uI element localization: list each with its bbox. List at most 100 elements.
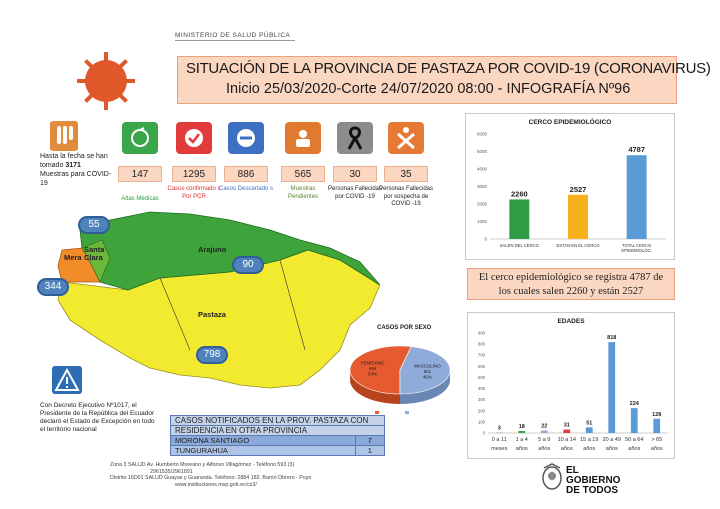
x-tick-label: años — [583, 446, 595, 452]
map-region-santa-clara — [81, 239, 111, 283]
title-banner — [177, 56, 677, 104]
x-tick-label: ESTAN EN EL CERCO — [556, 243, 600, 248]
gov-logo-text: EL GOBIERNO DE TODOS — [566, 466, 620, 496]
sample-icon — [285, 122, 321, 154]
pie-slice-value: 601 — [424, 369, 432, 374]
data-label: 2260 — [511, 189, 528, 198]
y-tick-label: 300 — [478, 397, 486, 402]
cerco-bar-chart: 0 1000 2000 3000 4000 5000 6000 2260 SALEN DEL C… — [477, 132, 666, 253]
y-tick-label: 0 — [483, 431, 486, 436]
data-label: 3 — [498, 426, 501, 432]
bar — [563, 429, 571, 433]
legend-swatch — [375, 411, 379, 414]
map-label-santa-clara: Santa Clara — [84, 245, 105, 262]
y-tick-label: 6000 — [477, 132, 488, 137]
y-tick-label: 200 — [478, 408, 486, 413]
gov-logo-line: DE TODOS — [566, 485, 619, 496]
bar — [608, 342, 616, 433]
x-tick-label: años — [628, 446, 640, 452]
person-x-icon — [388, 122, 424, 154]
pie-slice-name: MASCULINO — [414, 363, 441, 368]
bar — [568, 194, 588, 239]
x-tick-label: 10 a 14 — [558, 437, 576, 443]
map-region-north — [79, 211, 380, 291]
y-tick-label: 3000 — [477, 184, 488, 189]
cerco-summary-box: El cerco epidemiológico se registra 4787… — [467, 268, 675, 300]
cerco-summary-line: El cerco epidemiológico se registra 4787… — [478, 272, 664, 283]
bar — [626, 155, 647, 239]
page-title: SITUACIÓN DE LA PROVINCIA DE PASTAZA POR… — [186, 60, 711, 77]
y-tick-label: 600 — [478, 364, 486, 369]
samples-note: Hasta la fecha se han tomado 3171 Muestr… — [40, 152, 120, 188]
data-label: 818 — [607, 335, 616, 341]
pie-slice-side — [400, 370, 450, 404]
table-header-line2: RESIDENCIA EN OTRA PROVINCIA — [170, 425, 385, 436]
ministry-underline — [175, 40, 295, 41]
recovery-icon — [122, 122, 158, 154]
pie-slice-name: FEMENINO — [361, 361, 385, 366]
cerco-summary-line: los cuales salen 2260 y están 2527 — [498, 286, 644, 297]
indicator-label: Personas Fallecidas por sospecha de COVI… — [378, 186, 434, 207]
bar — [653, 418, 661, 433]
gov-logo-line: GOBIERNO — [566, 475, 621, 486]
ecuador-coat-of-arms-icon — [542, 463, 562, 490]
samples-note-prefix: Hasta la fecha se han tomado — [40, 153, 108, 169]
y-tick-label: 4000 — [477, 167, 488, 172]
footer-line: 2961535/2961891 — [150, 468, 193, 475]
indicator-label: Casos confirmado s Por PCR — [167, 186, 221, 200]
cerco-chart-panel: CERCO EPIDEMIOLÓGICO 0 1000 2000 3000 4000 50… — [465, 113, 675, 260]
gov-logo-line: EL — [566, 465, 579, 476]
pie-slice-value: 694 — [369, 366, 377, 371]
x-tick-label: 20 a 49 — [603, 437, 621, 443]
ages-chart-panel: EDADES 0 100 200 300 400 500 600 700 800 900 3 0 a … — [467, 312, 675, 459]
indicator-label: Personas Fallecidas por COVID -19 — [327, 186, 383, 200]
indicator-value: 565 — [281, 166, 325, 182]
footer-link[interactable]: www.instituciones.msp.gob.ec/cz3/ — [175, 481, 257, 488]
indicator-label: Altas Médicas — [121, 196, 159, 202]
test-tubes-icon — [50, 121, 78, 151]
map-label-pastaza: Pastaza — [198, 310, 226, 319]
coronavirus-icon — [77, 52, 135, 110]
indicator-value: 1295 — [172, 166, 216, 182]
count-cell: 1 — [354, 445, 386, 456]
indicator-label: Casos Descartado s — [218, 186, 274, 192]
x-tick-label: años — [651, 446, 663, 452]
data-label: 128 — [652, 412, 661, 418]
map-label-arajuno: Arajuno — [198, 245, 227, 254]
x-tick-label: 5 a 9 — [538, 437, 550, 443]
decree-text: Con Decreto Ejecutivo Nº1017, el Preside… — [40, 402, 155, 433]
pie-slice-side — [350, 371, 400, 404]
legend-swatch — [405, 411, 409, 414]
bar — [585, 427, 593, 433]
map-bubble-mera: 344 — [37, 278, 69, 296]
bar — [518, 431, 526, 433]
ministry-name: MINISTERIO DE SALUD PÚBLICA — [175, 32, 291, 39]
data-label: 18 — [519, 424, 525, 430]
x-tick-label: TOTAL CERCO — [622, 243, 652, 248]
data-label: 22 — [541, 424, 547, 430]
x-tick-label: 50 a 64 — [625, 437, 643, 443]
bar — [630, 408, 638, 433]
ages-bar-chart: 0 100 200 300 400 500 600 700 800 900 3 0 a 11 meses… — [478, 331, 668, 452]
page-subtitle: Inicio 25/03/2020-Corte 24/07/2020 08:00… — [226, 81, 631, 97]
map-bubble-arajuno: 90 — [232, 256, 264, 274]
map-label-mera: Mera — [64, 253, 82, 262]
data-label: 2527 — [570, 185, 587, 194]
map-bubble-santa-clara: 55 — [78, 216, 110, 234]
chart-title: CERCO EPIDEMIOLÓGICO — [528, 119, 612, 126]
x-tick-label: 0 a 11 — [492, 437, 507, 443]
pie-slice-percent: 54% — [368, 372, 377, 377]
x-tick-label: años — [561, 446, 573, 452]
x-tick-label: EPIDEMIOLÓG. — [621, 248, 651, 253]
footer-line: Zona 3 SALUD Av. Humberto Moreano y Alfo… — [110, 462, 295, 468]
y-tick-label: 100 — [478, 419, 486, 424]
chart-title: EDADES — [557, 318, 585, 325]
pie-slice — [399, 346, 451, 395]
x-tick-label: años — [538, 446, 550, 452]
indicator-label: Muestras Pendientes — [287, 186, 319, 200]
data-label: 51 — [586, 420, 592, 426]
alert-icon — [52, 366, 82, 394]
y-tick-label: 900 — [478, 331, 486, 336]
province-cell: MORONA SANTIAGO — [170, 435, 356, 446]
